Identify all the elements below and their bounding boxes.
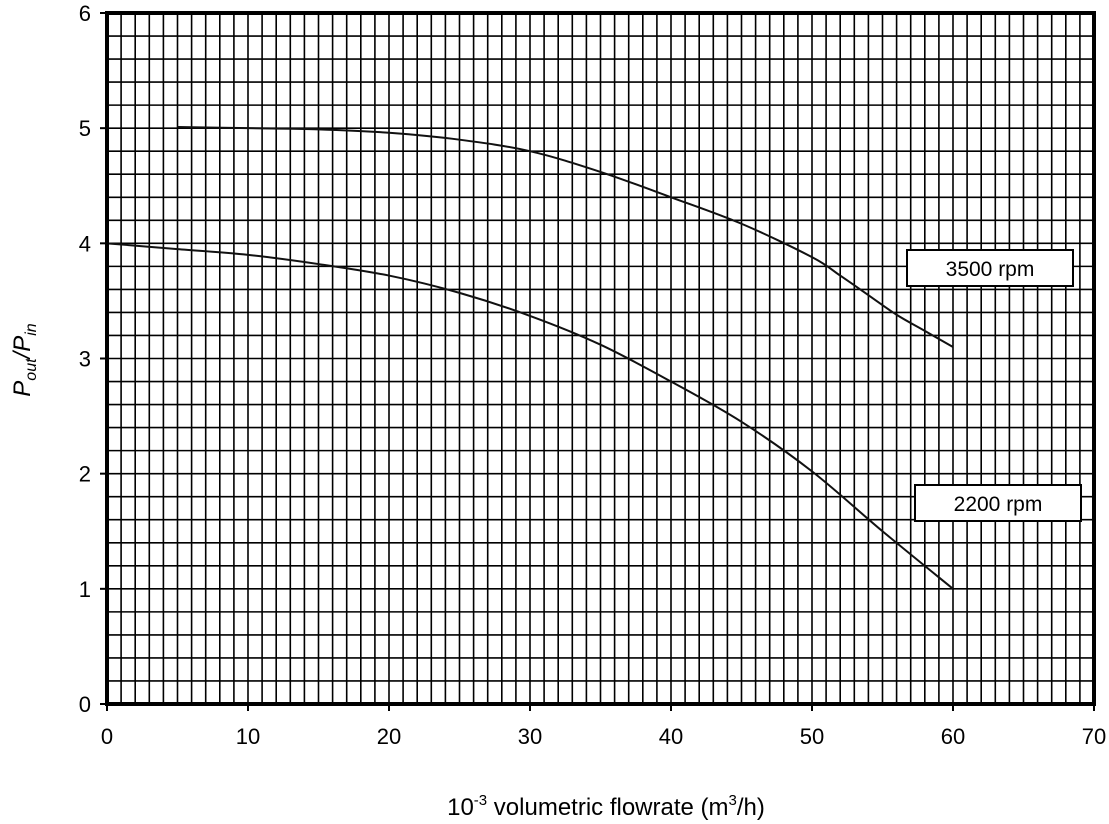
y-tick-label: 2 xyxy=(79,462,91,487)
y-tick-label: 5 xyxy=(79,116,91,141)
curve-label-text: 2200 rpm xyxy=(954,493,1043,516)
y-tick-label: 1 xyxy=(79,577,91,602)
series-line-2200-rpm xyxy=(106,242,954,590)
curve-label-box xyxy=(914,484,1082,522)
y-axis-label: Pout/Pin xyxy=(9,323,40,397)
y-tick-label: 6 xyxy=(79,1,91,26)
x-tick-label: 10 xyxy=(236,724,260,749)
curves xyxy=(106,126,954,590)
x-tick-label: 0 xyxy=(101,724,113,749)
axes: 0 10 20 30 40 50 60 70 0 1 2 3 4 5 6 xyxy=(79,1,1106,749)
x-tick-label: 50 xyxy=(800,724,824,749)
curve-label-3500-rpm: 3500 rpm xyxy=(906,249,1074,287)
curve-label-text: 3500 rpm xyxy=(946,258,1035,281)
grid xyxy=(106,12,1095,705)
x-tick-label: 60 xyxy=(941,724,965,749)
x-tick-label: 30 xyxy=(518,724,542,749)
x-tick-label: 40 xyxy=(659,724,683,749)
y-tick-label: 4 xyxy=(79,231,91,256)
x-axis-label: 10-3 volumetric flowrate (m3/h) xyxy=(447,792,765,821)
curve-label-box xyxy=(906,249,1074,287)
x-tick-label: 70 xyxy=(1082,724,1106,749)
curve-label-2200-rpm: 2200 rpm xyxy=(914,484,1082,522)
curve-labels: 3500 rpm 2200 rpm xyxy=(906,249,1082,522)
y-tick-label: 0 xyxy=(79,692,91,717)
series-line-3500-rpm xyxy=(177,126,954,348)
x-tick-label: 20 xyxy=(377,724,401,749)
y-tick-label: 3 xyxy=(79,347,91,372)
